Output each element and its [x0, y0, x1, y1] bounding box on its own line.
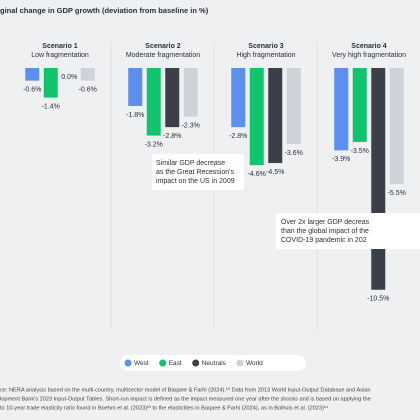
annotation-box — [152, 154, 244, 190]
legend-swatch — [159, 359, 167, 367]
legend-swatch — [124, 359, 132, 367]
bar — [25, 68, 40, 81]
category-subtitle: Very high fragmentation — [332, 52, 406, 59]
bar — [80, 68, 95, 81]
bar — [43, 68, 58, 98]
value-label: -1.4% — [42, 103, 60, 110]
value-label: -0.6% — [23, 87, 41, 94]
annotation-text: Over 2x larger GDP decreas — [281, 219, 370, 226]
category-subtitle: Moderate fragmentation — [126, 52, 200, 59]
bar — [268, 68, 283, 164]
plot: Scenario 1 Low fragmentation -0.6% -1.4% 0.0… — [23, 43, 406, 303]
value-label: 0.0% — [61, 74, 77, 81]
chart-title: ginal change in GDP growth (deviation fr… — [0, 6, 209, 15]
value-label: -4.6% — [248, 171, 266, 178]
category-label: Scenario 3 — [248, 43, 284, 50]
bar — [249, 68, 264, 166]
value-label: -1.8% — [126, 112, 144, 119]
bar — [146, 68, 161, 136]
legend-label: Neutrals — [202, 360, 227, 367]
bar — [231, 68, 246, 128]
bar — [334, 68, 349, 151]
legend-swatch — [236, 359, 244, 367]
source-note: ce: NERA analysis based on the multi-cou… — [0, 386, 371, 411]
bar — [128, 68, 143, 107]
value-label: -2.8% — [229, 133, 247, 140]
legend-label: World — [246, 360, 263, 367]
value-label: -4.5% — [266, 169, 284, 176]
annotation-text: COVID-19 pandemic in 202 — [281, 237, 367, 244]
bar — [286, 68, 301, 145]
value-label: -10.5% — [367, 296, 389, 303]
annotation-text: impact on the US in 2009 — [156, 178, 235, 185]
category-subtitle: High fragmentation — [236, 52, 295, 59]
value-label: -3.2% — [145, 141, 163, 148]
annotation-box — [276, 213, 420, 249]
annotation-text: Similar GDP decrease — [156, 160, 225, 167]
legend-box — [120, 355, 306, 371]
value-label: -5.5% — [388, 190, 406, 197]
legend-swatch — [192, 359, 200, 367]
annotations: Similar GDP decrease as the Great Recessi… — [156, 160, 370, 244]
category-label: Scenario 1 — [42, 43, 78, 50]
legend-label: East — [169, 360, 182, 367]
value-label: -0.6% — [79, 87, 97, 94]
category-label: Scenario 4 — [351, 43, 387, 50]
source-line: lopment Bank's 2023 Input-Output Tables.… — [0, 396, 371, 402]
legend-label: West — [134, 360, 149, 367]
category-subtitle: Low fragmentation — [31, 52, 89, 59]
bar — [389, 68, 404, 185]
bar — [165, 68, 180, 128]
bar — [371, 68, 386, 290]
legend: West East Neutrals World — [124, 359, 263, 367]
source-line: to 10-year trade elasticity ratio found … — [0, 404, 329, 411]
value-label: -3.9% — [332, 156, 350, 163]
source-line: ce: NERA analysis based on the multi-cou… — [0, 386, 370, 393]
bar — [183, 68, 198, 117]
value-label: -3.5% — [351, 148, 369, 155]
value-label: -2.8% — [163, 133, 181, 140]
bar — [352, 68, 367, 142]
value-label: -3.6% — [285, 150, 303, 157]
value-label: -2.3% — [182, 122, 200, 129]
category-label: Scenario 2 — [145, 43, 181, 50]
annotation-text: as the Great Recession's — [156, 169, 234, 176]
annotation-text: than the global impact of the — [281, 228, 369, 235]
